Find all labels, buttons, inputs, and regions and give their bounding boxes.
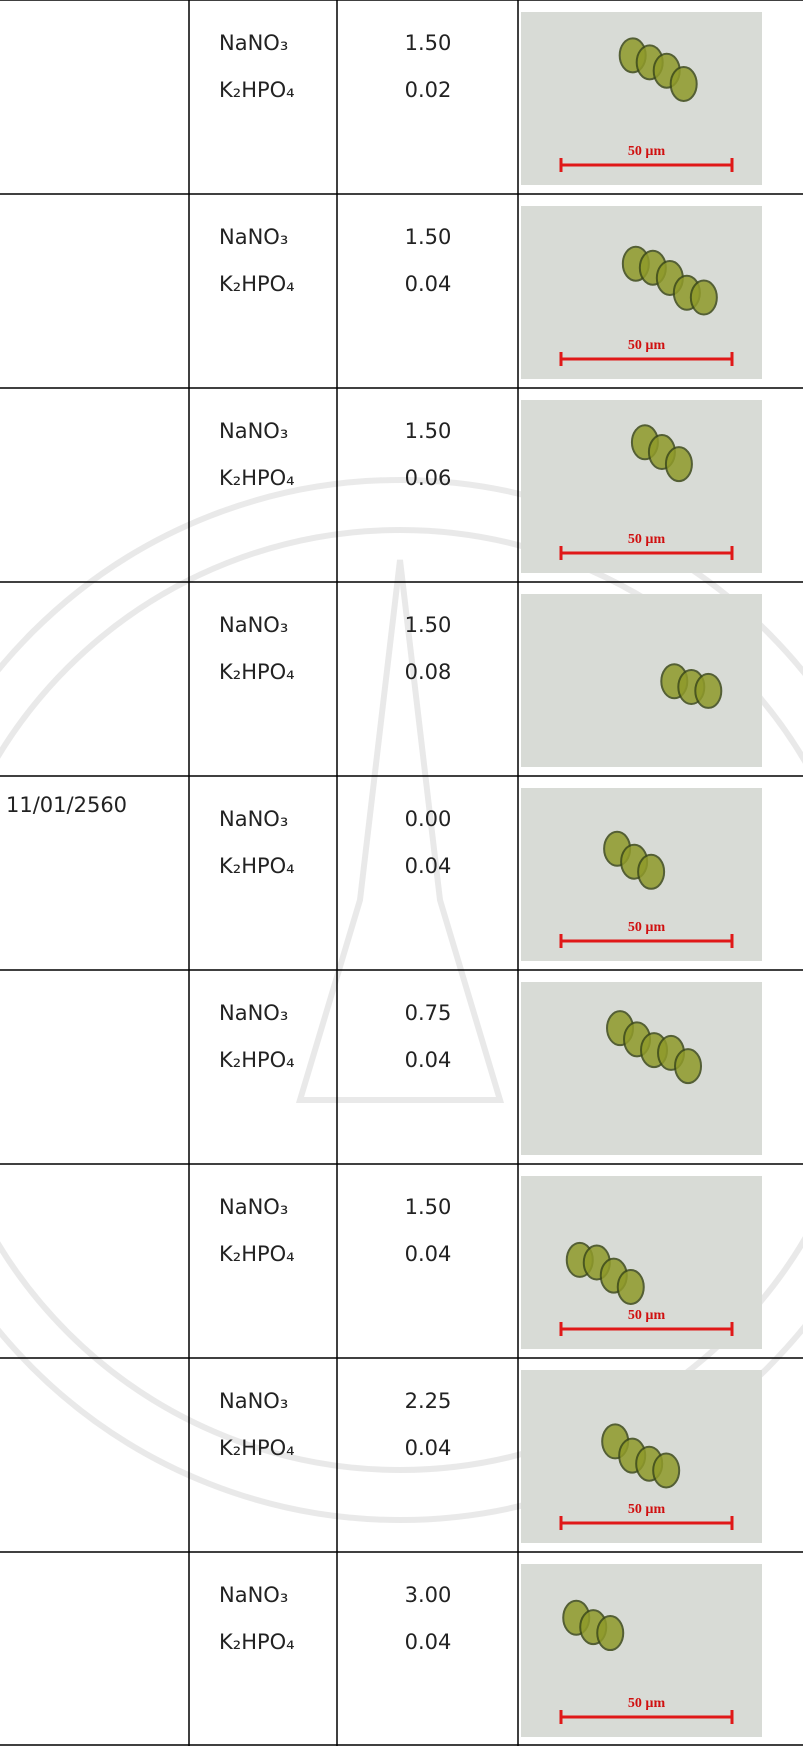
cell [689, 279, 718, 316]
chemical: NaNO₃ [219, 1195, 288, 1219]
cell [637, 853, 666, 890]
scale-label: 50 µm [628, 920, 666, 935]
scale-label: 50 µm [628, 1502, 666, 1517]
date-cell: 11/01/2560 [6, 793, 127, 817]
cell [669, 65, 698, 102]
amount: 0.04 [405, 854, 452, 878]
cell [694, 672, 723, 709]
scale-label: 50 µm [628, 144, 666, 159]
micrograph-background [521, 12, 762, 185]
chemical: NaNO₃ [219, 225, 288, 249]
amount: 0.04 [405, 1242, 452, 1266]
amount: 1.50 [405, 419, 452, 443]
scale-label: 50 µm [628, 1308, 666, 1323]
amount: 0.02 [405, 78, 452, 102]
chemical: NaNO₃ [219, 613, 288, 637]
amount: 1.50 [405, 225, 452, 249]
cell [664, 446, 693, 483]
chemical: NaNO₃ [219, 31, 288, 55]
micrograph: 50 µm [521, 400, 762, 573]
chemical: NaNO₃ [219, 1001, 288, 1025]
cell [596, 1615, 625, 1652]
amount: 2.25 [405, 1389, 452, 1413]
amount: 1.50 [405, 613, 452, 637]
micrograph: 50 µm [521, 12, 762, 185]
chemical: NaNO₃ [219, 1389, 288, 1413]
chemical: K₂HPO₄ [219, 1242, 295, 1266]
micrograph: 50 µm [521, 1370, 762, 1543]
micrograph: 50 µm [521, 206, 762, 379]
micrograph-background [521, 982, 762, 1155]
scale-label: 50 µm [628, 1696, 666, 1711]
micrograph-background [521, 594, 762, 767]
amount: 0.75 [405, 1001, 452, 1025]
micrograph [521, 982, 762, 1155]
amount: 0.06 [405, 466, 452, 490]
chemical: K₂HPO₄ [219, 1630, 295, 1654]
chemical: NaNO₃ [219, 419, 288, 443]
amount: 1.50 [405, 1195, 452, 1219]
amount: 0.04 [405, 1436, 452, 1460]
cell [674, 1048, 703, 1085]
chemical: K₂HPO₄ [219, 466, 295, 490]
micrograph-background [521, 1564, 762, 1737]
watermark [0, 477, 803, 1523]
chemical: K₂HPO₄ [219, 1436, 295, 1460]
micrograph: 50 µm [521, 1564, 762, 1737]
amount: 3.00 [405, 1583, 452, 1607]
chemical: K₂HPO₄ [219, 78, 295, 102]
chemical: K₂HPO₄ [219, 854, 295, 878]
micrograph-background [521, 206, 762, 379]
amount: 1.50 [405, 31, 452, 55]
amount: 0.08 [405, 660, 452, 684]
chemical: NaNO₃ [219, 1583, 288, 1607]
amount: 0.04 [405, 1630, 452, 1654]
micrograph [521, 594, 762, 767]
scale-label: 50 µm [628, 532, 666, 547]
micrograph-background [521, 1176, 762, 1349]
micrograph: 50 µm [521, 1176, 762, 1349]
chemical: NaNO₃ [219, 807, 288, 831]
chemical: K₂HPO₄ [219, 272, 295, 296]
chemical: K₂HPO₄ [219, 660, 295, 684]
amount: 0.00 [405, 807, 452, 831]
amount: 0.04 [405, 272, 452, 296]
cell [616, 1268, 645, 1305]
amount: 0.04 [405, 1048, 452, 1072]
chemical: K₂HPO₄ [219, 1048, 295, 1072]
micrograph: 50 µm [521, 788, 762, 961]
cell [652, 1452, 681, 1489]
scale-label: 50 µm [628, 338, 666, 353]
